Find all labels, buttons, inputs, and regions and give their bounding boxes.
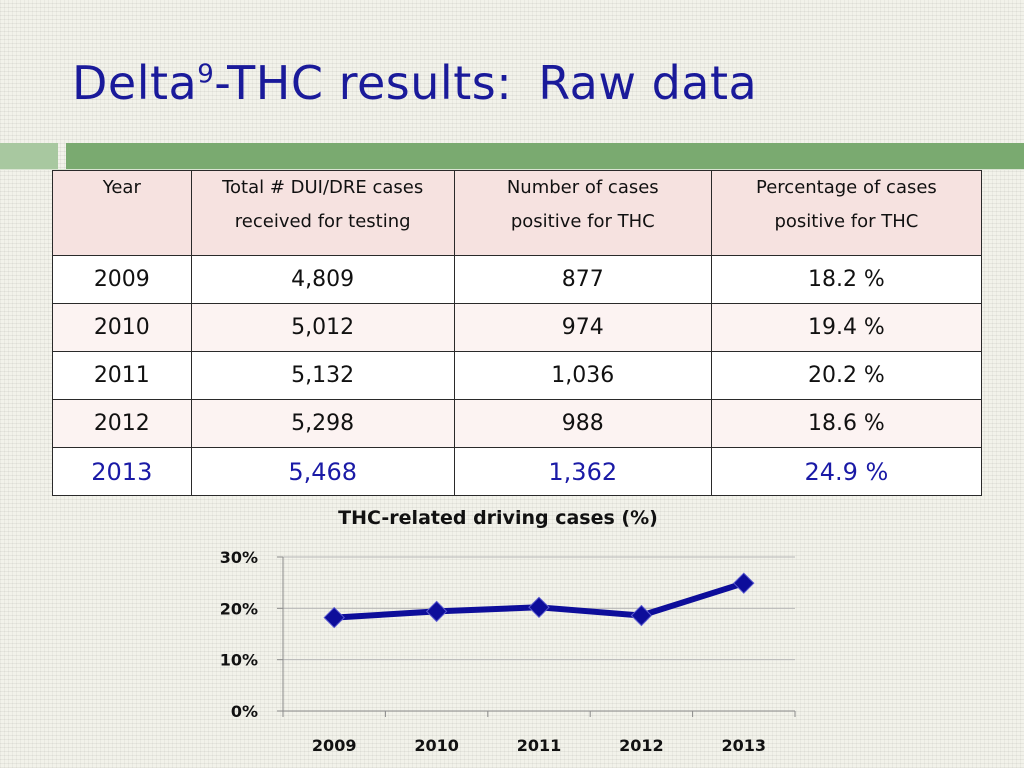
chart-gridlines xyxy=(277,556,796,717)
x-tick-label: 2011 xyxy=(517,736,562,755)
cell-total-cases: 4,809 xyxy=(190,255,455,304)
data-point-marker xyxy=(630,604,653,627)
y-tick-label: 30% xyxy=(220,548,258,567)
header-total-cases-line1: Total # DUI/DRE cases xyxy=(222,177,424,198)
chart-x-ticks: 2009 2010 2011 2012 2013 xyxy=(312,736,766,755)
data-point-marker xyxy=(425,600,448,623)
table-row: 2012 5,298 988 18.6 % xyxy=(52,399,983,448)
title-delta: Delta xyxy=(72,56,198,110)
cell-positive-cases: 974 xyxy=(453,303,712,352)
header-percentage: Percentage of cases positive for THC xyxy=(710,170,983,256)
cell-percentage: 18.2 % xyxy=(710,255,983,304)
data-point-marker xyxy=(733,572,755,594)
y-tick-label: 0% xyxy=(231,702,258,721)
data-point-marker xyxy=(323,606,345,629)
chart-title: THC-related driving cases (%) xyxy=(338,507,658,529)
chart-series xyxy=(323,572,755,629)
x-tick-label: 2012 xyxy=(619,736,664,755)
header-positive-cases-line1: Number of cases xyxy=(506,177,659,198)
data-point-marker xyxy=(528,596,550,619)
header-total-cases: Total # DUI/DRE cases received for testin… xyxy=(190,170,455,256)
cell-year: 2011 xyxy=(52,351,192,400)
header-total-cases-line2: received for testing xyxy=(234,211,411,232)
cell-total-cases: 5,132 xyxy=(190,351,455,400)
y-tick-label: 10% xyxy=(220,651,258,670)
chart-y-ticks: 0% 10% 20% 30% xyxy=(220,548,258,721)
cell-positive-cases: 988 xyxy=(453,399,712,448)
x-tick-label: 2010 xyxy=(414,736,459,755)
cell-total-cases: 5,012 xyxy=(190,303,455,352)
y-tick-label: 20% xyxy=(220,599,258,618)
cell-positive-cases: 1,362 xyxy=(453,447,712,496)
title-superscript: 9 xyxy=(197,59,215,90)
cell-year: 2013 xyxy=(52,447,192,496)
table-row-highlighted: 2013 5,468 1,362 24.9 % xyxy=(52,447,983,496)
cell-year: 2009 xyxy=(52,255,192,304)
cell-percentage: 19.4 % xyxy=(710,303,983,352)
header-positive-cases-line2: positive for THC xyxy=(510,211,655,232)
table-row: 2009 4,809 877 18.2 % xyxy=(52,255,983,304)
table-header-row: Year Total # DUI/DRE cases received for t… xyxy=(52,170,983,256)
raw-data-table: Year Total # DUI/DRE cases received for t… xyxy=(52,170,983,496)
cell-percentage: 24.9 % xyxy=(710,447,983,496)
title-main: -THC results: xyxy=(214,56,513,110)
slide-title: Delta9-THC results: Raw data xyxy=(72,56,757,110)
cell-total-cases: 5,468 xyxy=(190,447,455,496)
header-year: Year xyxy=(52,170,192,256)
header-percentage-line2: positive for THC xyxy=(774,211,919,232)
accent-band xyxy=(66,143,1024,169)
header-positive-cases: Number of cases positive for THC xyxy=(453,170,712,256)
cell-total-cases: 5,298 xyxy=(190,399,455,448)
x-tick-label: 2009 xyxy=(312,736,357,755)
accent-band-line xyxy=(0,169,1024,170)
accent-band-small xyxy=(0,143,58,169)
cell-year: 2012 xyxy=(52,399,192,448)
cell-positive-cases: 1,036 xyxy=(453,351,712,400)
header-percentage-line1: Percentage of cases xyxy=(756,177,937,198)
header-year-label: Year xyxy=(102,177,141,198)
x-tick-label: 2013 xyxy=(722,736,767,755)
table-row: 2011 5,132 1,036 20.2 % xyxy=(52,351,983,400)
title-post: Raw data xyxy=(538,56,758,110)
cell-positive-cases: 877 xyxy=(453,255,712,304)
